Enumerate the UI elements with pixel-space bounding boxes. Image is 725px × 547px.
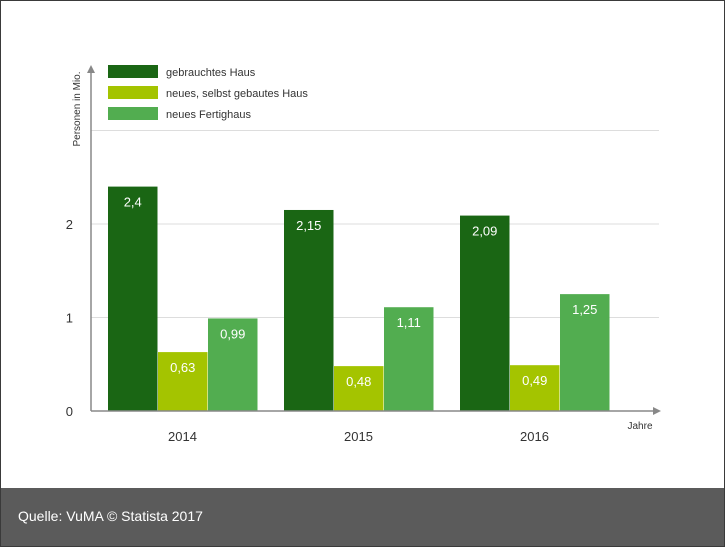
legend-swatch [108,86,158,99]
y-axis-arrow [87,65,95,73]
x-axis-arrow [653,407,661,415]
data-label: 0,49 [522,373,547,388]
bar [108,186,158,411]
x-axis-label: Jahre [627,421,652,432]
bar [384,307,434,411]
data-label: 1,11 [397,315,421,330]
x-tick-label: 2015 [344,429,373,444]
bar [158,352,208,411]
bar-chart: 2,4 2,15 2,09 0,63 0,48 0,49 0,99 1,11 1,25 0 1 2 2… [66,65,661,444]
bar [208,318,258,411]
bar [334,366,384,411]
y-tick-label: 1 [66,311,73,326]
data-label: 2,4 [124,195,142,210]
bar [460,215,510,411]
data-label: 2,09 [472,224,497,239]
legend-label: neues Fertighaus [166,109,251,121]
legend-swatch [108,107,158,120]
data-label: 2,15 [296,218,321,233]
bar [284,209,334,411]
axes: 0 1 2 2014 2015 2016 [66,65,661,444]
bar [510,365,560,411]
bar [560,294,610,411]
data-label: 1,25 [572,302,597,317]
data-label: 0,63 [170,360,195,375]
x-tick-label: 2016 [520,429,549,444]
y-tick-label: 0 [66,404,73,419]
y-tick-label: 2 [66,217,73,232]
legend-label: gebrauchtes Haus [166,67,256,79]
legend: gebrauchtes Haus neues, selbst gebautes H… [108,65,308,121]
footer-bar: Quelle: VuMA © Statista 2017 [1,488,724,546]
gridlines [91,130,659,318]
bars: 2,4 2,15 2,09 0,63 0,48 0,49 0,99 1,11 1,25 [108,186,610,411]
y-axis-label: Personen in Mio. [72,71,83,146]
source-text: Quelle: VuMA © Statista 2017 [18,508,203,524]
legend-label: neues, selbst gebautes Haus [166,88,308,100]
data-label: 0,48 [346,374,371,389]
data-label: 0,99 [220,326,245,341]
legend-swatch [108,65,158,78]
x-tick-label: 2014 [168,429,197,444]
